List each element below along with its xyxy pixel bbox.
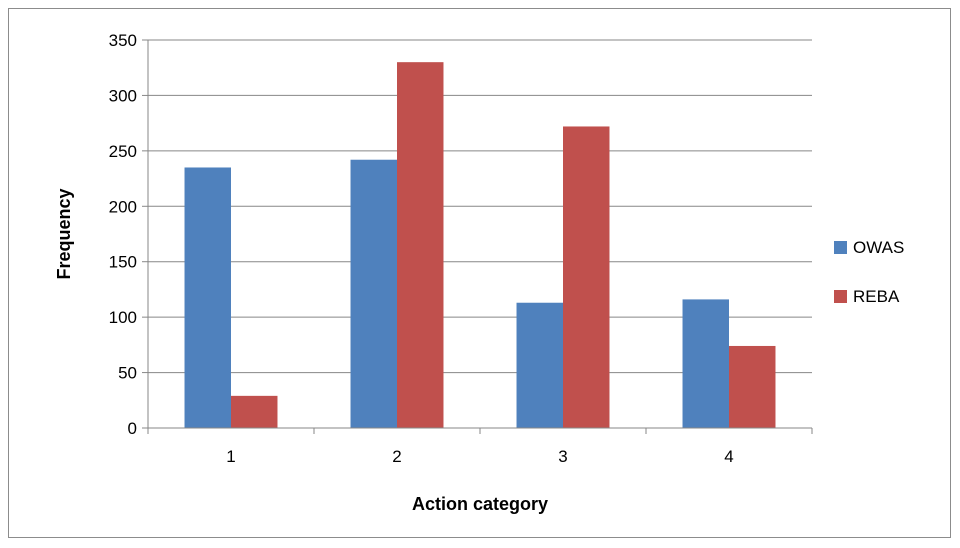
x-tick-label: 4: [724, 447, 733, 466]
y-tick-label: 200: [109, 197, 137, 216]
x-tick-label: 1: [226, 447, 235, 466]
y-tick-label: 0: [128, 419, 137, 438]
bar-reba-4: [729, 346, 775, 428]
bars: [185, 62, 776, 428]
legend-swatch-reba: [834, 290, 847, 303]
y-tick-label: 50: [118, 364, 137, 383]
y-tick-label: 350: [109, 31, 137, 50]
bar-reba-3: [563, 126, 609, 428]
bar-reba-1: [231, 396, 277, 428]
y-tick-label: 150: [109, 253, 137, 272]
bar-reba-2: [397, 62, 443, 428]
x-tick-label: 2: [392, 447, 401, 466]
legend-label-reba: REBA: [853, 287, 900, 306]
legend-label-owas: OWAS: [853, 238, 904, 257]
y-tick-label: 250: [109, 142, 137, 161]
bar-owas-4: [683, 299, 729, 428]
bar-owas-3: [517, 303, 563, 428]
bar-owas-2: [351, 160, 397, 428]
legend-swatch-owas: [834, 241, 847, 254]
x-tick-label: 3: [558, 447, 567, 466]
y-axis-title: Frequency: [54, 188, 74, 279]
y-tick-label: 100: [109, 308, 137, 327]
x-axis-title: Action category: [412, 494, 548, 514]
y-tick-labels: 0 50 100 150 200 250 300 350: [109, 31, 148, 438]
y-tick-label: 300: [109, 86, 137, 105]
x-tick-labels: 1 2 3 4: [148, 428, 812, 466]
bar-owas-1: [185, 167, 231, 428]
legend: OWAS REBA: [834, 238, 904, 306]
